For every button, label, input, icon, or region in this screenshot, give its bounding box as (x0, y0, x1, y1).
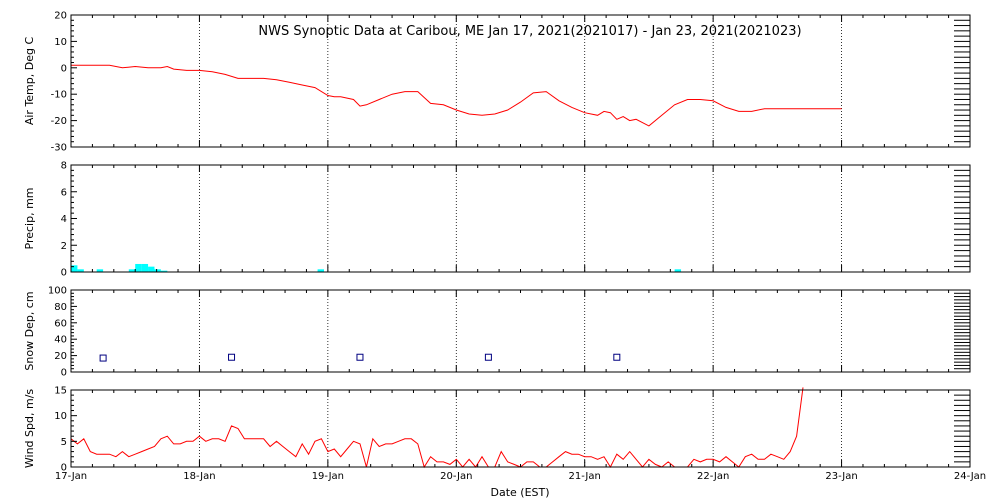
snow-depth-point (99, 354, 107, 362)
x-tick-label: 24-Jan (954, 471, 986, 482)
precip-bar (96, 269, 104, 272)
panel-frame (70, 164, 971, 273)
wind-y-axis-label: Wind Spd, m/s (23, 389, 36, 469)
panel-frame (70, 389, 971, 468)
y-tick-label: 100 (48, 286, 67, 297)
precip-y-axis-label: Precip, mm (23, 188, 36, 250)
precip-bar (77, 269, 84, 272)
temp-series-line (71, 64, 842, 127)
panel-frame (70, 289, 971, 373)
y-tick-label: -30 (51, 143, 67, 154)
precip-bar (141, 263, 149, 272)
y-tick-label: 60 (54, 318, 67, 329)
y-tick-label: -10 (51, 90, 67, 101)
precip-bar (148, 266, 155, 272)
y-tick-label: 0 (61, 368, 67, 379)
y-tick-label: 4 (61, 214, 67, 225)
y-tick-label: -20 (51, 116, 67, 127)
y-tick-label: 2 (61, 241, 67, 252)
chart-title: NWS Synoptic Data at Caribou, ME Jan 17,… (258, 24, 801, 39)
precip-bar (674, 269, 682, 272)
panel-temp: 20 10 0 -10 -20 -30 Air Temp, Deg C (23, 11, 971, 154)
y-tick-label: 20 (54, 11, 67, 22)
x-tick-label: 23-Jan (825, 471, 857, 482)
precip-bar (317, 269, 325, 272)
x-tick-label: 22-Jan (697, 471, 729, 482)
y-tick-label: 40 (54, 335, 67, 346)
x-axis-label: Date (EST) (490, 486, 549, 499)
precip-bar (128, 269, 136, 272)
precip-bar (160, 270, 168, 272)
y-tick-label: 80 (54, 302, 67, 313)
x-tick-label: 20-Jan (440, 471, 472, 482)
y-tick-label: 15 (54, 386, 67, 397)
y-tick-label: 8 (61, 161, 67, 172)
y-tick-label: 0 (61, 463, 67, 474)
x-tick-label: 21-Jan (569, 471, 601, 482)
y-tick-label: 0 (61, 63, 67, 74)
precip-bar (71, 265, 78, 272)
snow-y-axis-label: Snow Dep, cm (23, 291, 36, 370)
panel-wind: 15 10 5 0 Wind Spd, m/s 17-Jan 18-Jan 19-Jan 20-… (23, 386, 986, 483)
snow-depth-point (484, 353, 492, 361)
snow-depth-point (613, 353, 621, 361)
snow-depth-point (228, 353, 236, 361)
x-tick-label: 17-Jan (55, 471, 87, 482)
y-tick-label: 10 (54, 37, 67, 48)
panel-snow: 100 80 60 40 20 0 Snow Dep, cm (23, 286, 971, 379)
y-tick-label: 6 (61, 187, 67, 198)
x-tick-label: 19-Jan (312, 471, 344, 482)
precip-bar (154, 269, 161, 272)
y-tick-label: 20 (54, 351, 67, 362)
x-tick-label: 18-Jan (183, 471, 215, 482)
y-tick-label: 5 (61, 437, 67, 448)
panel-precip: 8 6 4 2 0 Precip, mm (23, 161, 971, 279)
y-tick-label: 0 (61, 268, 67, 279)
temp-y-axis-label: Air Temp, Deg C (23, 37, 36, 126)
precip-bar (135, 263, 142, 272)
y-tick-label: 10 (54, 411, 67, 422)
snow-depth-point (356, 353, 364, 361)
wind-series-line (70, 387, 804, 469)
